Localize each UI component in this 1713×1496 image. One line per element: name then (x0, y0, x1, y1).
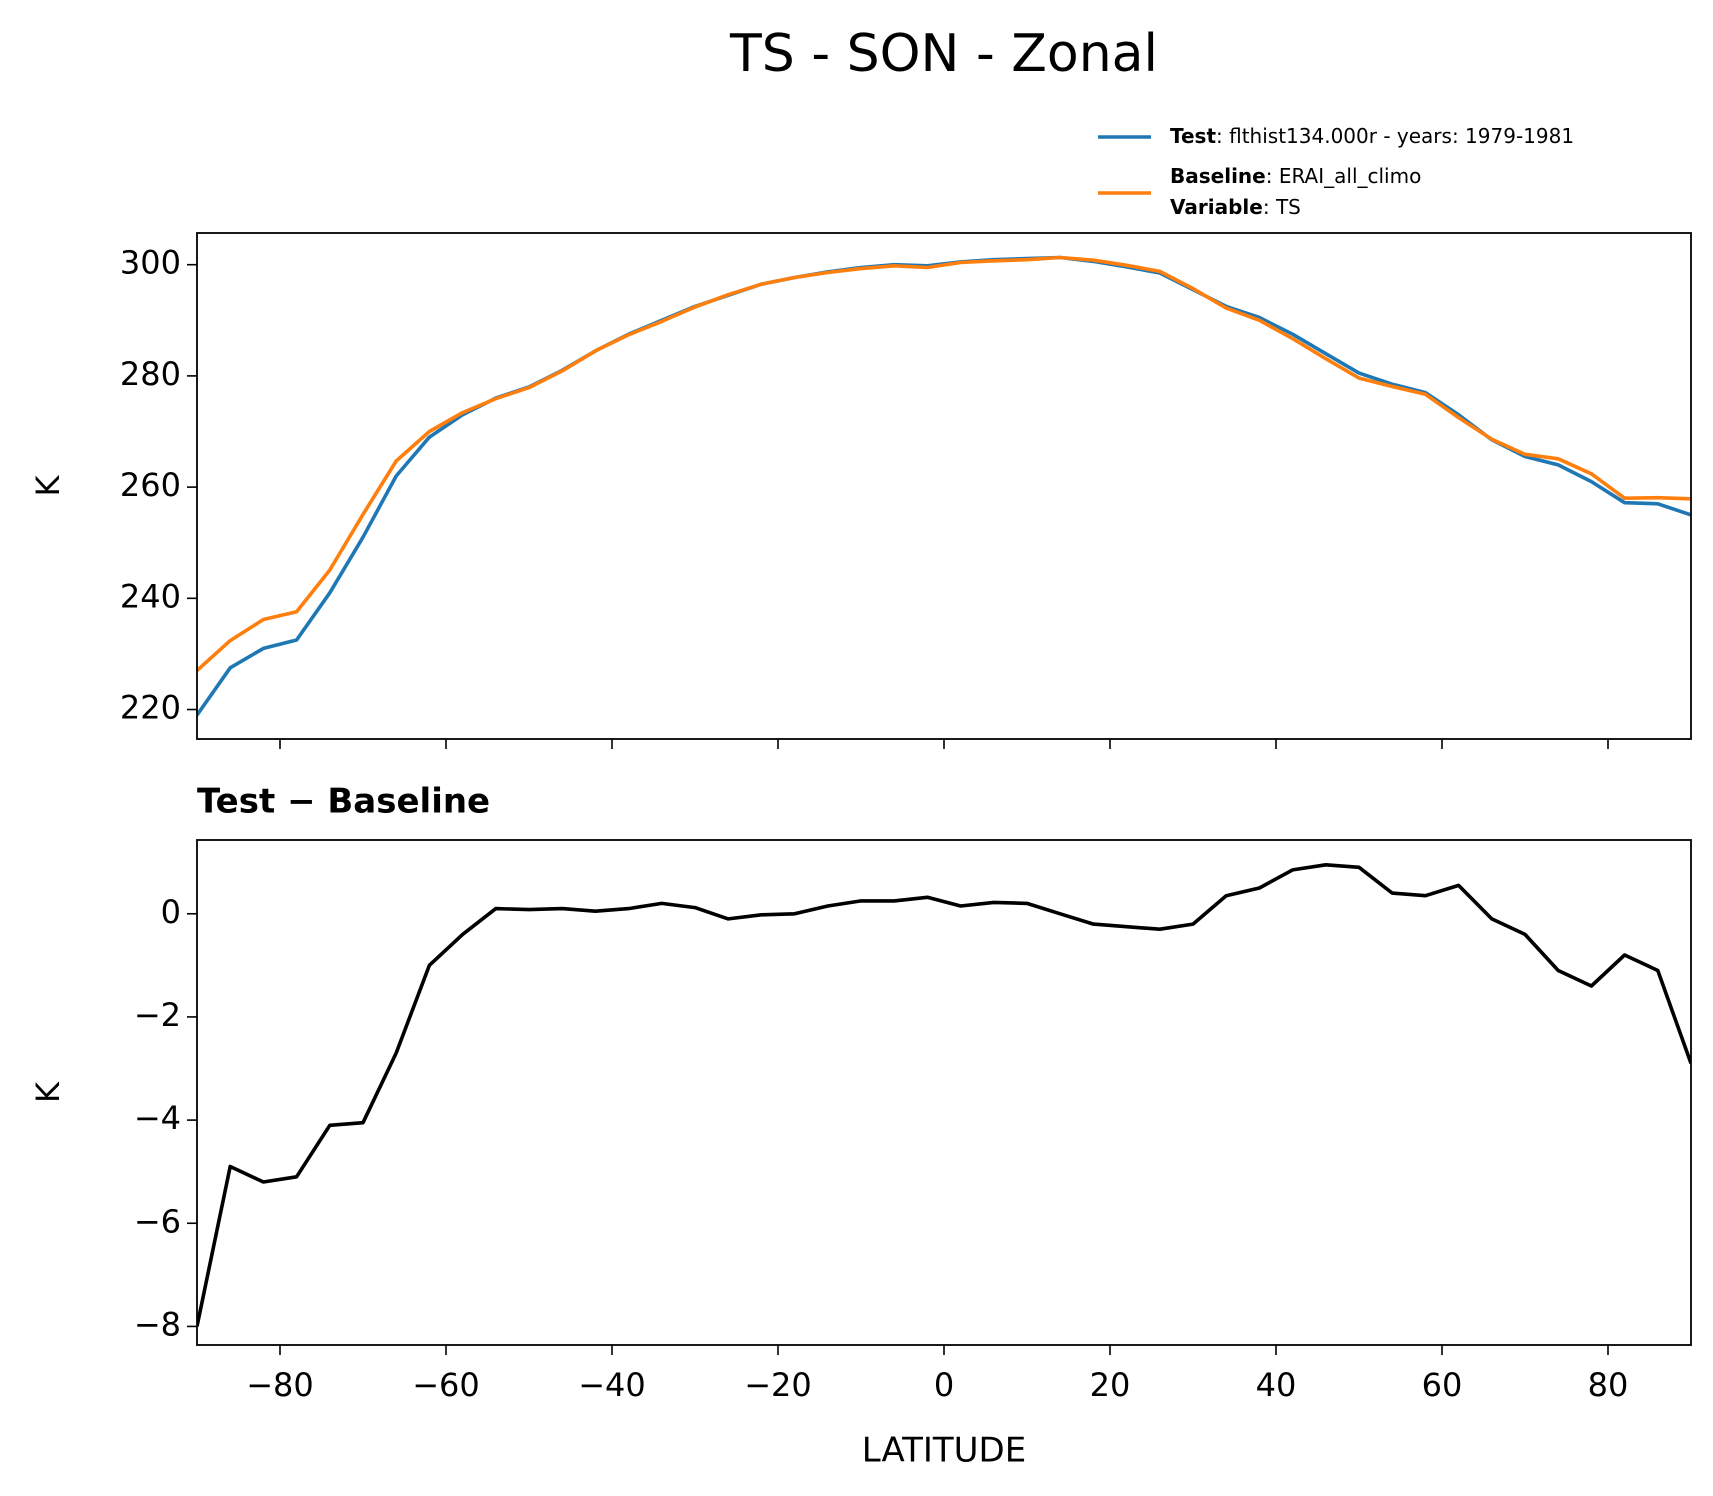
legend-label: Variable: TS (1170, 195, 1301, 219)
y-tick-label: 220 (120, 689, 181, 727)
y-axis-label: K (29, 474, 67, 496)
x-tick-label: −60 (412, 1366, 480, 1404)
legend-name: Variable (1170, 195, 1263, 219)
x-tick-label: 80 (1588, 1366, 1629, 1404)
y-tick-label: −6 (134, 1202, 181, 1240)
x-tick-label: 40 (1256, 1366, 1297, 1404)
x-tick-label: 0 (934, 1366, 954, 1404)
axes-frame (196, 839, 1692, 1346)
y-tick-label: −4 (134, 1099, 181, 1137)
y-tick-label: 280 (120, 355, 181, 393)
y-tick-label: 300 (120, 244, 181, 282)
x-tick-label: 20 (1090, 1366, 1131, 1404)
x-tick-label: −40 (578, 1366, 646, 1404)
panel-title: Test − Baseline (197, 782, 490, 822)
x-axis-label: LATITUDE (862, 1431, 1026, 1471)
y-axis-label: K (29, 1081, 67, 1103)
y-tick-label: −8 (134, 1305, 181, 1343)
x-tick-label: 60 (1422, 1366, 1463, 1404)
y-tick-label: 260 (120, 466, 181, 504)
series-line (197, 255, 1691, 672)
figure-title: TS - SON - Zonal (729, 24, 1158, 84)
y-tick-label: 240 (120, 577, 181, 615)
axes-frame (196, 232, 1692, 740)
legend-name: Baseline (1170, 164, 1266, 188)
legend-label: Baseline: ERAI_all_climo (1170, 164, 1421, 188)
y-tick-label: 0 (161, 893, 181, 931)
legend-description: : flthist134.000r - years: 1979-1981 (1216, 124, 1574, 148)
legend-name: Test (1170, 124, 1216, 148)
legend-label: Test: flthist134.000r - years: 1979-1981 (1170, 124, 1574, 148)
y-tick-label: −2 (134, 996, 181, 1034)
x-tick-label: −80 (246, 1366, 314, 1404)
legend-description: : TS (1263, 195, 1301, 219)
x-tick-label: −20 (744, 1366, 812, 1404)
series-line (197, 863, 1691, 1327)
legend-description: : ERAI_all_climo (1266, 164, 1422, 188)
